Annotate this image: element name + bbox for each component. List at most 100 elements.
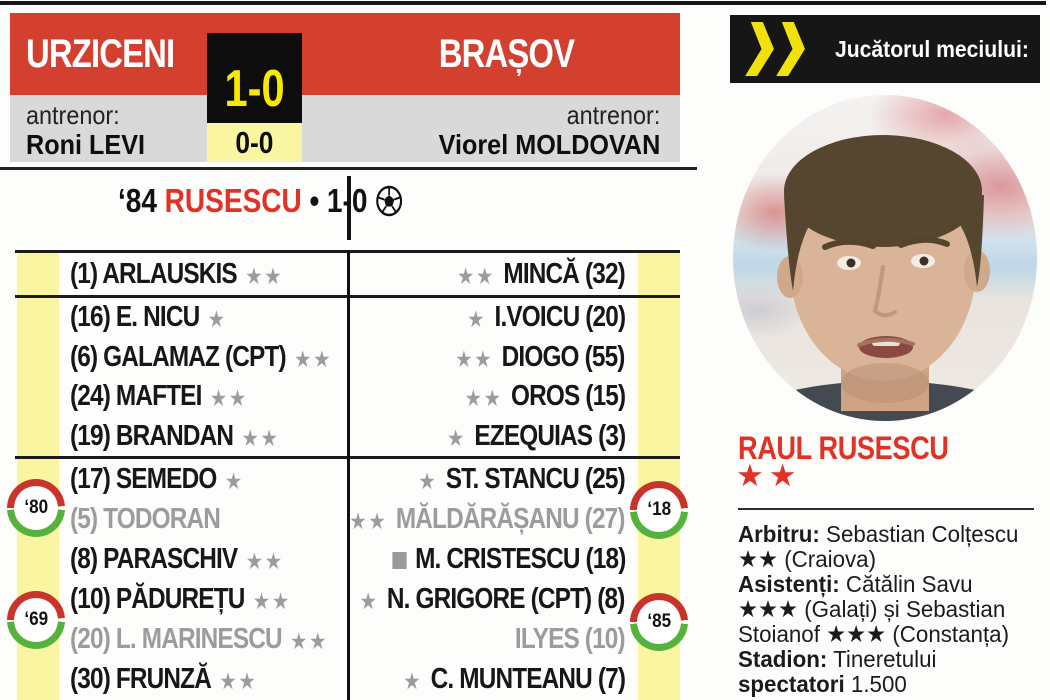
player-name: ILYES (10) [515, 623, 626, 656]
home-player: (19) BRANDAN ★★ [15, 417, 348, 457]
top-rule [0, 1, 1046, 5]
substitution-minute: ‘80 [24, 497, 48, 518]
away-coach-block: antrenor: Viorel MOLDOVAN [414, 97, 660, 162]
midfield-attack-section: (17) SEMEDO ★ ★ ST. STANCU (25) (5) TODORA… [15, 459, 680, 700]
player-name: I.VOICU (20) [494, 301, 626, 334]
player-of-match-name: RAUL RUSESCU [738, 430, 949, 466]
home-player: (6) GALAMAZ (CPT) ★★ [15, 338, 348, 378]
home-player: (8) PARASCHIV ★★ [15, 539, 348, 579]
assistants-line-3: Stoianof ★★★ (Constanța) [738, 621, 1010, 647]
officials-block: Arbitru: Sebastian Colțescu ★★ (Craiova)… [738, 522, 1028, 697]
away-player: ★★ OROS (15) [348, 377, 681, 417]
rating-stars: ★★ [290, 628, 329, 655]
coaches-band: antrenor: Roni LEVI antrenor: Viorel MOL… [10, 95, 680, 162]
table-row: (16) E. NICU ★ ★ I.VOICU (20) [15, 298, 680, 338]
center-divider [347, 250, 350, 700]
halftime-score-box: 0-0 [207, 123, 302, 162]
referee-line: Arbitru: Sebastian Colțescu [738, 521, 1019, 547]
rating-stars: ★★ [241, 424, 280, 451]
rating-stars: ★★ [464, 385, 503, 412]
away-player: ★ I.VOICU (20) [348, 298, 681, 338]
player-of-match-title: Jucătorul meciului: [834, 35, 1029, 62]
scoreboard-bottom-rule [0, 167, 697, 170]
table-row: (30) FRUNZĂ ★★ ★ C. MUNTEANU (7) [15, 660, 680, 700]
player-name: (20) L. MARINESCU [70, 623, 283, 656]
substitution-badge: ‘80 [7, 479, 65, 537]
away-player: ★ N. GRIGORE (CPT) (8) [348, 580, 681, 620]
away-substitute-player: ★★ MĂLDĂRĂȘANU (27) [348, 499, 681, 539]
player-name: MĂLDĂRĂȘANU (27) [396, 502, 626, 535]
table-row: (17) SEMEDO ★ ★ ST. STANCU (25) [15, 459, 680, 499]
table-row: (5) TODORAN ★★ MĂLDĂRĂȘANU (27) [15, 499, 680, 539]
rating-stars: ★★ [245, 262, 284, 289]
away-player: ★★ DIOGO (55) [348, 338, 681, 378]
officials-divider-rule [738, 508, 1034, 510]
away-player: ★ ST. STANCU (25) [348, 459, 681, 499]
rating-stars: ★★ [245, 547, 284, 574]
away-coach-name: Viorel MOLDOVAN [438, 128, 660, 160]
table-row: (1) ARLAUSKIS ★★ ★★ MINCĂ (32) [15, 253, 680, 295]
goal-bullet: • [309, 182, 320, 219]
scoreboard-header: URZICENI BRAȘOV [10, 13, 680, 95]
home-player: (17) SEMEDO ★ [15, 459, 348, 499]
table-row: (19) BRANDAN ★★ ★ EZEQUIAS (3) [15, 417, 680, 457]
player-photo [733, 95, 1037, 421]
halftime-score: 0-0 [235, 124, 274, 160]
rating-stars: ★★ [294, 345, 333, 372]
player-name: EZEQUIAS (3) [474, 419, 626, 452]
rating-stars: ★ [224, 467, 244, 494]
double-chevron-right-icon [745, 22, 808, 76]
rating-stars: ★★ [252, 588, 291, 615]
rating-stars: ★★ [457, 262, 496, 289]
table-row: (10) PĂDUREȚU ★★ ★ N. GRIGORE (CPT) (8) [15, 580, 680, 620]
away-team-name: BRAȘOV [438, 31, 575, 76]
soccer-ball-icon [375, 185, 402, 217]
goal-divider-bar [347, 176, 351, 240]
away-substitute-player: ILYES (10) [348, 620, 681, 660]
rating-stars: ★★ [349, 507, 388, 534]
home-substitute-player: (5) TODORAN [15, 499, 348, 539]
substitution-minute: ‘69 [24, 609, 48, 630]
rating-stars: ★ [359, 588, 379, 615]
player-of-match-stars: ★★ [736, 458, 802, 493]
player-name: (5) TODORAN [70, 502, 221, 535]
player-name: (6) GALAMAZ (CPT) [70, 340, 287, 373]
square-marker-icon [391, 552, 407, 570]
substitution-minute: ‘85 [647, 611, 671, 632]
defenders-section: (16) E. NICU ★ ★ I.VOICU (20) (6) GALAMAZ … [15, 298, 680, 456]
player-name: C. MUNTEANU (7) [430, 663, 626, 696]
home-player: (10) PĂDUREȚU ★★ [15, 580, 348, 620]
player-name: ST. STANCU (25) [445, 462, 626, 495]
home-player: (16) E. NICU ★ [15, 298, 348, 338]
player-name: (16) E. NICU [70, 301, 200, 334]
player-name: (19) BRANDAN [70, 419, 234, 452]
rating-stars: ★ [207, 306, 227, 333]
rating-stars: ★★ [209, 385, 248, 412]
player-name: (17) SEMEDO [70, 462, 217, 495]
player-name: (8) PARASCHIV [70, 542, 238, 575]
assistants-line: Asistenți: Cătălin Savu [738, 571, 973, 597]
final-score: 1-0 [224, 60, 285, 118]
player-name: (10) PĂDUREȚU [70, 583, 245, 616]
rating-stars: ★ [466, 306, 486, 333]
substitution-badge: ‘85 [630, 593, 688, 651]
lineups-table: (1) ARLAUSKIS ★★ ★★ MINCĂ (32) (16) E. NIC… [15, 250, 680, 700]
player-name: MINCĂ (32) [503, 257, 625, 290]
away-player: ★ EZEQUIAS (3) [348, 417, 681, 457]
home-player: (1) ARLAUSKIS ★★ [15, 253, 348, 295]
rating-stars: ★ [446, 424, 466, 451]
player-name: OROS (15) [510, 380, 626, 413]
away-player: M. CRISTESCU (18) [348, 539, 681, 579]
home-player: (24) MAFTEI ★★ [15, 377, 348, 417]
table-row: (6) GALAMAZ (CPT) ★★ ★★ DIOGO (55) [15, 338, 680, 378]
table-row: (24) MAFTEI ★★ ★★ OROS (15) [15, 377, 680, 417]
player-name: (30) FRUNZĂ [70, 663, 212, 696]
rating-stars: ★★ [455, 345, 494, 372]
player-name: M. CRISTESCU (18) [414, 542, 626, 575]
goal-minute: ‘84 [118, 182, 157, 219]
rating-stars: ★★ [219, 668, 258, 695]
home-coach-name: Roni LEVI [26, 128, 146, 160]
home-team-name: URZICENI [26, 31, 175, 76]
home-coach-label: antrenor: [26, 99, 120, 130]
player-name: DIOGO (55) [502, 340, 626, 373]
